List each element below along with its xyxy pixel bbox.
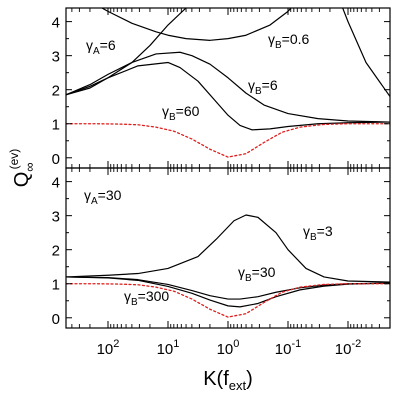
bottom-series bbox=[66, 214, 390, 318]
top-y-ticks: 0 1 2 3 4 bbox=[52, 15, 390, 168]
top-x-ticks bbox=[65, 8, 391, 168]
bottom-series-line-2 bbox=[66, 276, 390, 308]
bottom-series-line-1 bbox=[66, 276, 390, 300]
top-plot-frame bbox=[65, 7, 391, 169]
annotation-gamma-a-6: γA=6 bbox=[86, 37, 116, 57]
bottom-series-line-3 bbox=[66, 283, 390, 318]
top-panel: 0 1 2 3 4 γA=6 γB=0.6 γB=6 γB=60 bbox=[52, 7, 391, 169]
annotation-gamma-b-30: γB=30 bbox=[238, 264, 276, 284]
bottom-y-tick-label: 2 bbox=[52, 243, 60, 260]
top-series-line-0 bbox=[66, 8, 187, 96]
bottom-panel: 0 1 2 3 4 102 101 100 10-1 10-2 γA=30 γB=3 γB=30… bbox=[52, 167, 391, 358]
annotation-gamma-b-0-6: γB=0.6 bbox=[268, 31, 310, 51]
top-series-line-3 bbox=[66, 61, 390, 131]
bottom-y-ticks: 0 1 2 3 4 bbox=[52, 175, 390, 328]
annotation-gamma-b-60: γB=60 bbox=[162, 103, 200, 123]
x-tick-label: 100 bbox=[217, 338, 240, 358]
top-y-tick-label: 4 bbox=[52, 15, 60, 32]
top-series-line-2 bbox=[66, 51, 390, 123]
top-series-line-4 bbox=[66, 123, 390, 158]
bottom-series-line-0 bbox=[66, 214, 390, 283]
x-tick-label: 10-1 bbox=[275, 338, 301, 358]
y-axis-label: Q∞(ev) bbox=[7, 149, 37, 188]
x-axis-label: K(fext) bbox=[203, 368, 253, 393]
top-y-tick-label: 2 bbox=[52, 83, 60, 100]
top-series bbox=[66, 8, 390, 158]
top-y-tick-label: 3 bbox=[52, 49, 60, 66]
bottom-y-tick-label: 4 bbox=[52, 175, 60, 192]
x-tick-label: 102 bbox=[97, 338, 120, 358]
bottom-x-ticks: 102 101 100 10-1 10-2 bbox=[65, 168, 391, 358]
annotation-gamma-a-30: γA=30 bbox=[84, 187, 122, 207]
top-y-tick-label: 0 bbox=[52, 151, 60, 168]
x-tick-label: 10-2 bbox=[335, 338, 361, 358]
annotation-gamma-b-6: γB=6 bbox=[248, 77, 278, 97]
annotation-gamma-b-3: γB=3 bbox=[303, 223, 333, 243]
top-y-tick-label: 1 bbox=[52, 117, 60, 134]
annotation-gamma-b-300: γB=300 bbox=[124, 288, 169, 308]
bottom-y-tick-label: 0 bbox=[52, 311, 60, 328]
bottom-y-tick-label: 1 bbox=[52, 277, 60, 294]
x-tick-label: 101 bbox=[157, 338, 180, 358]
bottom-y-tick-label: 3 bbox=[52, 209, 60, 226]
top-series-line-1 bbox=[100, 8, 390, 98]
